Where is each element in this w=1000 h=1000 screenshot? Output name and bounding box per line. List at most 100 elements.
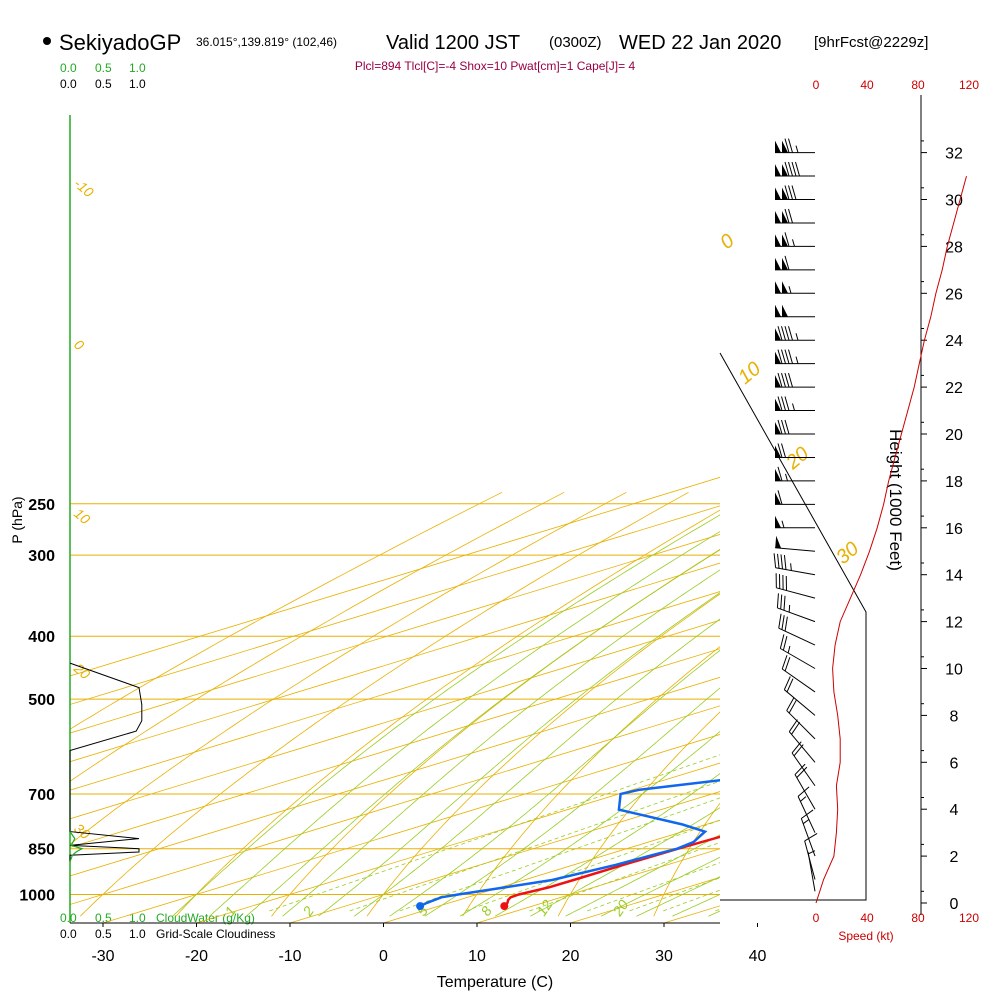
wind-barb-staff bbox=[781, 668, 816, 693]
isotherm-line bbox=[383, 819, 720, 923]
wind-barb-feather bbox=[782, 636, 788, 651]
wind-barb-half-feather bbox=[787, 645, 791, 654]
x-tick-label: 10 bbox=[468, 948, 486, 965]
wind-barb-feather bbox=[780, 554, 783, 570]
wind-barb-staff bbox=[794, 774, 816, 810]
wind-barb bbox=[783, 676, 816, 716]
wind-barb-feather bbox=[781, 655, 788, 670]
wind-barb-staff bbox=[775, 547, 816, 552]
cloud-water-tick: 0.0 bbox=[60, 911, 77, 925]
height-tick-label: 12 bbox=[945, 615, 963, 632]
dewpoint-line bbox=[419, 779, 720, 908]
wind-barb-feather bbox=[793, 744, 804, 757]
speed-profile bbox=[815, 175, 967, 904]
pressure-tick-label: 250 bbox=[28, 497, 55, 514]
wind-barb-feather bbox=[788, 349, 793, 364]
wind-barb bbox=[775, 573, 816, 599]
cloudiness-tick: 1.0 bbox=[129, 77, 146, 91]
wind-barb bbox=[775, 443, 815, 458]
moist-adiabat-label: 0 bbox=[716, 230, 739, 254]
height-tick-label: 14 bbox=[945, 568, 963, 585]
wind-barb-flag bbox=[775, 351, 781, 364]
dry-adiabat-label: 0 bbox=[71, 336, 87, 353]
wind-barb-flag bbox=[775, 492, 781, 505]
wind-barb-feather bbox=[794, 763, 806, 775]
moist-adiabat bbox=[459, 730, 720, 917]
wind-barb-feather bbox=[784, 396, 790, 411]
cloudiness-tick: 0.5 bbox=[95, 77, 112, 91]
temperature-surface-dot bbox=[500, 902, 509, 911]
wind-barb-feather bbox=[788, 138, 793, 153]
wind-barb-feather bbox=[795, 161, 800, 177]
wind-barb bbox=[779, 634, 816, 669]
moist-adiabat bbox=[424, 687, 720, 917]
wind-barb-feather bbox=[784, 232, 790, 247]
station-name: SekiyadoGP bbox=[59, 30, 181, 55]
wind-barb-feather bbox=[784, 349, 790, 364]
height-tick-label: 0 bbox=[950, 896, 959, 913]
moist-adiabat bbox=[636, 876, 720, 917]
isotherm-line bbox=[758, 75, 1000, 923]
wind-barb-feather bbox=[781, 326, 786, 341]
dry-adiabat bbox=[175, 509, 720, 917]
height-tick-label: 4 bbox=[950, 802, 959, 819]
wind-barb-staff bbox=[780, 648, 816, 669]
wind-barb-feather bbox=[781, 615, 785, 630]
isotherm-line bbox=[70, 619, 720, 820]
dry-adiabat-label: 10 bbox=[71, 505, 93, 527]
wind-barb-staff bbox=[786, 710, 816, 740]
wind-barb bbox=[773, 553, 816, 576]
isotherm-line bbox=[70, 591, 720, 791]
wind-barb-feather bbox=[781, 372, 786, 388]
wind-barb-feather bbox=[786, 697, 795, 711]
wind-barb-flag bbox=[782, 211, 788, 223]
wind-barb-flag bbox=[775, 468, 781, 481]
wind-barb-half-feather bbox=[800, 796, 807, 802]
mixing-ratio-line bbox=[529, 841, 720, 912]
wind-barb bbox=[775, 326, 815, 341]
wind-barb-feather bbox=[791, 721, 801, 735]
height-tick-label: 16 bbox=[945, 521, 963, 538]
wind-barb-flag bbox=[775, 257, 781, 270]
cloud-water-tick: 0.5 bbox=[95, 61, 112, 75]
x-tick-label: -20 bbox=[185, 948, 208, 965]
wind-barb-feather bbox=[777, 349, 783, 364]
dry-adiabat bbox=[749, 492, 1000, 916]
wind-barb-half-feather bbox=[795, 333, 799, 341]
wind-barb bbox=[776, 593, 816, 623]
mixing-ratio-line bbox=[269, 754, 720, 912]
dewpoint-surface-dot bbox=[416, 902, 425, 911]
height-tick-label: 32 bbox=[945, 146, 963, 163]
pressure-tick-label: 400 bbox=[28, 629, 55, 646]
wind-barb-feather bbox=[781, 443, 786, 458]
wind-barb-feather bbox=[777, 326, 783, 341]
moist-adiabat-label: 30 bbox=[832, 538, 863, 569]
pressure-tick-label: 500 bbox=[28, 692, 55, 709]
moist-adiabat bbox=[318, 592, 720, 917]
moist-adiabat-label: 10 bbox=[734, 358, 765, 389]
isotherm-line bbox=[70, 476, 720, 677]
wind-barb-feather bbox=[791, 741, 802, 754]
wind-barb-feather bbox=[783, 555, 787, 570]
cloud-water-tick: 1.0 bbox=[129, 61, 146, 75]
wind-barb-feather bbox=[784, 326, 790, 341]
wind-barb bbox=[786, 697, 816, 740]
height-tick-label: 6 bbox=[950, 755, 959, 772]
wind-barb-flag bbox=[782, 164, 788, 177]
moist-adiabat bbox=[565, 834, 720, 917]
mixing-ratio-label: 2 bbox=[299, 903, 317, 920]
wind-barb bbox=[775, 255, 815, 271]
isotherm-line bbox=[70, 534, 720, 734]
wind-barb bbox=[791, 741, 816, 787]
wind-barb-staff bbox=[791, 752, 816, 787]
dry-adiabat-label: 20 bbox=[70, 659, 93, 682]
moist-adiabat bbox=[530, 807, 720, 917]
wind-barb-feather bbox=[788, 372, 793, 388]
wind-barb bbox=[800, 809, 816, 857]
isotherm-line bbox=[476, 848, 720, 923]
speed-tick-label: 40 bbox=[860, 78, 874, 92]
wind-barb-feather bbox=[783, 676, 791, 690]
height-tick-label: 30 bbox=[945, 193, 963, 210]
wind-barb-feather bbox=[780, 594, 783, 610]
wind-barb bbox=[775, 208, 815, 224]
